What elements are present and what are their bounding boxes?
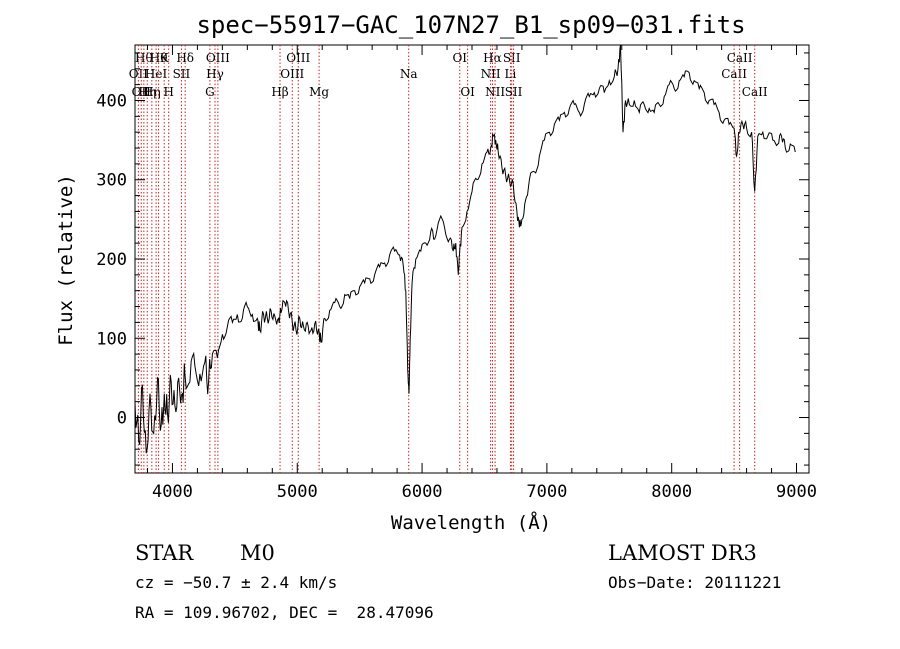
spectral-line-label: OII <box>132 85 152 99</box>
spectral-line-label: Hθ <box>150 51 168 65</box>
spectral-line-label: SII <box>173 67 191 81</box>
spectral-line-label: NII <box>485 85 505 99</box>
spectral-line-label: Li <box>505 67 517 81</box>
y-tick-label: 400 <box>96 91 127 111</box>
spectral-line-label: CaII <box>727 51 753 65</box>
spectral-line-label: HeI <box>145 67 168 81</box>
spectral-line-label: OIII <box>280 67 304 81</box>
spectral-line-label: Mg <box>309 85 329 99</box>
y-axis-label: Flux (relative) <box>55 174 77 346</box>
object-class: STAR <box>135 541 194 565</box>
spectral-line-label: CaII <box>742 85 768 99</box>
x-tick-label: 9000 <box>776 482 817 502</box>
spectral-line-label: SII <box>503 51 521 65</box>
coordinates-readout: RA = 109.96702, DEC = 28.47096 <box>135 603 434 622</box>
x-tick-label: 8000 <box>651 482 692 502</box>
spectral-line-label: NII <box>481 67 501 81</box>
spectrum-line <box>134 44 796 454</box>
spectral-line-label: Hδ <box>176 51 194 65</box>
y-tick-label: 0 <box>117 409 127 429</box>
spectral-line-markers: OIIOIIHθHηHηHeIHθKHSIIHδGHγOIIIHβOIIIOII… <box>129 45 768 473</box>
spectral-line-label: Hθ <box>135 51 153 65</box>
y-tick-label: 200 <box>96 250 127 270</box>
spectral-line-label: Hα <box>483 51 502 65</box>
y-tick-label: 300 <box>96 171 127 191</box>
spectral-line-label: OI <box>460 85 475 99</box>
spectral-line-label: Hγ <box>206 67 224 81</box>
x-tick-label: 4000 <box>152 482 193 502</box>
x-tick-label: 6000 <box>402 482 443 502</box>
spectral-line-label: Na <box>400 67 418 81</box>
object-subclass: M0 <box>240 541 275 565</box>
spectral-line-label: OI <box>452 51 467 65</box>
axis-ticks: 4000 5000 6000 7000 8000 9000 0 100 200 300 400 <box>96 45 817 502</box>
spectral-line-label: SII <box>505 85 523 99</box>
spectral-line-label: CaII <box>721 67 747 81</box>
redshift-readout: cz = −50.7 ± 2.4 km/s <box>135 573 337 592</box>
spectral-line-label: OIII <box>286 51 310 65</box>
x-axis-label: Wavelength (Å) <box>391 511 551 534</box>
chart-title: spec−55917−GAC_107N27_B1_sp09−031.fits <box>196 11 745 39</box>
spectral-line-label: OIII <box>206 51 230 65</box>
survey-label: LAMOST DR3 <box>608 541 757 565</box>
obs-date: Obs−Date: 20111221 <box>608 573 781 592</box>
spectral-line-label: H <box>163 85 173 99</box>
x-tick-label: 5000 <box>277 482 318 502</box>
plot-frame <box>134 44 810 474</box>
spectral-line-label: Hη <box>143 85 161 99</box>
spectral-line-label: G <box>205 85 215 99</box>
spectral-line-label: Hβ <box>271 85 288 99</box>
x-tick-label: 7000 <box>526 482 567 502</box>
y-tick-label: 100 <box>96 329 127 349</box>
spectral-line-label: K <box>160 51 170 65</box>
